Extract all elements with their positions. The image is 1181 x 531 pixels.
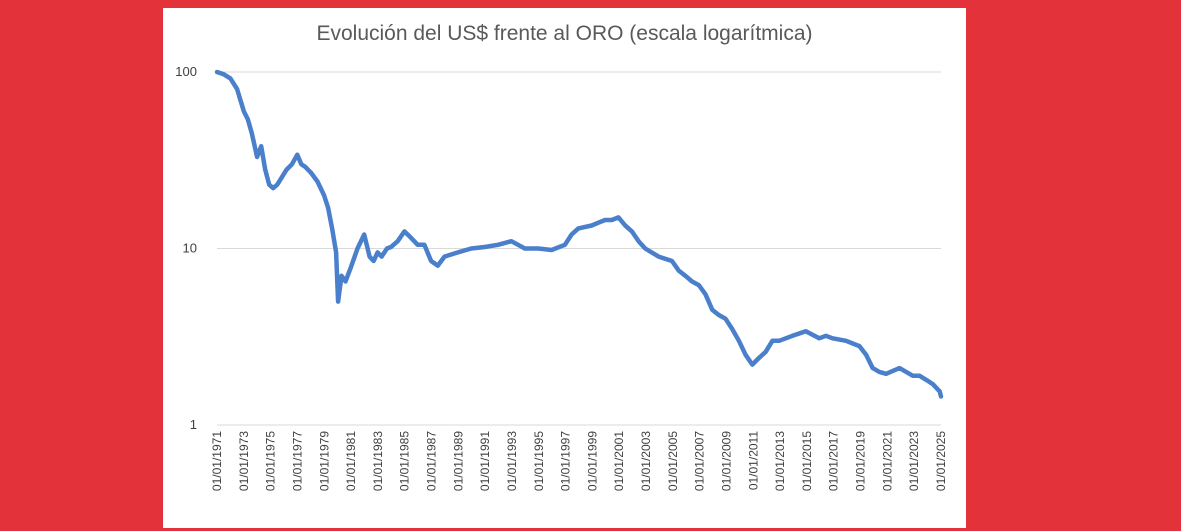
x-tick-label: 01/01/2001 bbox=[612, 431, 626, 491]
x-tick-label: 01/01/1989 bbox=[451, 431, 465, 491]
series-line bbox=[214, 69, 944, 399]
x-tick-label: 01/01/1997 bbox=[559, 431, 573, 491]
x-tick-label: 01/01/1999 bbox=[585, 431, 599, 491]
x-tick-label: 01/01/1977 bbox=[290, 431, 304, 491]
x-tick-label: 01/01/1979 bbox=[317, 431, 331, 491]
x-tick-label: 01/01/2003 bbox=[639, 431, 653, 491]
y-tick-label: 1 bbox=[190, 417, 197, 432]
x-tick-label: 01/01/2023 bbox=[907, 431, 921, 491]
x-tick-label: 01/01/2015 bbox=[800, 431, 814, 491]
x-tick-label: 01/01/1985 bbox=[398, 431, 412, 491]
y-tick-label: 100 bbox=[175, 64, 197, 79]
x-tick-label: 01/01/2009 bbox=[719, 431, 733, 491]
x-tick-label: 01/01/1987 bbox=[425, 431, 439, 491]
x-axis: 01/01/1971 01/01/1973 01/01/1975 01/01/1977… bbox=[210, 431, 948, 491]
chart-title: Evolución del US$ frente al ORO (escala … bbox=[316, 22, 813, 45]
y-axis: 100 10 1 bbox=[175, 64, 197, 432]
x-tick-label: 01/01/1991 bbox=[478, 431, 492, 491]
gridlines bbox=[217, 71, 941, 426]
x-tick-label: 01/01/1973 bbox=[237, 431, 251, 491]
x-tick-label: 01/01/1981 bbox=[344, 431, 358, 491]
x-tick-label: 01/01/2021 bbox=[880, 431, 894, 491]
x-tick-label: 01/01/2007 bbox=[693, 431, 707, 491]
y-tick-label: 10 bbox=[183, 241, 197, 256]
plot-area bbox=[214, 69, 944, 399]
x-tick-label: 01/01/2011 bbox=[746, 431, 760, 490]
x-tick-label: 01/01/1995 bbox=[532, 431, 546, 491]
x-tick-label: 01/01/1971 bbox=[210, 431, 224, 491]
x-tick-label: 01/01/1993 bbox=[505, 431, 519, 491]
chart-panel: Evolución del US$ frente al ORO (escala … bbox=[163, 8, 966, 528]
x-tick-label: 01/01/2013 bbox=[773, 431, 787, 491]
x-tick-label: 01/01/2025 bbox=[934, 431, 948, 491]
x-tick-label: 01/01/2019 bbox=[854, 431, 868, 491]
x-tick-label: 01/01/2005 bbox=[666, 431, 680, 491]
x-tick-label: 01/01/1983 bbox=[371, 431, 385, 491]
x-tick-label: 01/01/1975 bbox=[264, 431, 278, 491]
x-tick-label: 01/01/2017 bbox=[827, 431, 841, 491]
